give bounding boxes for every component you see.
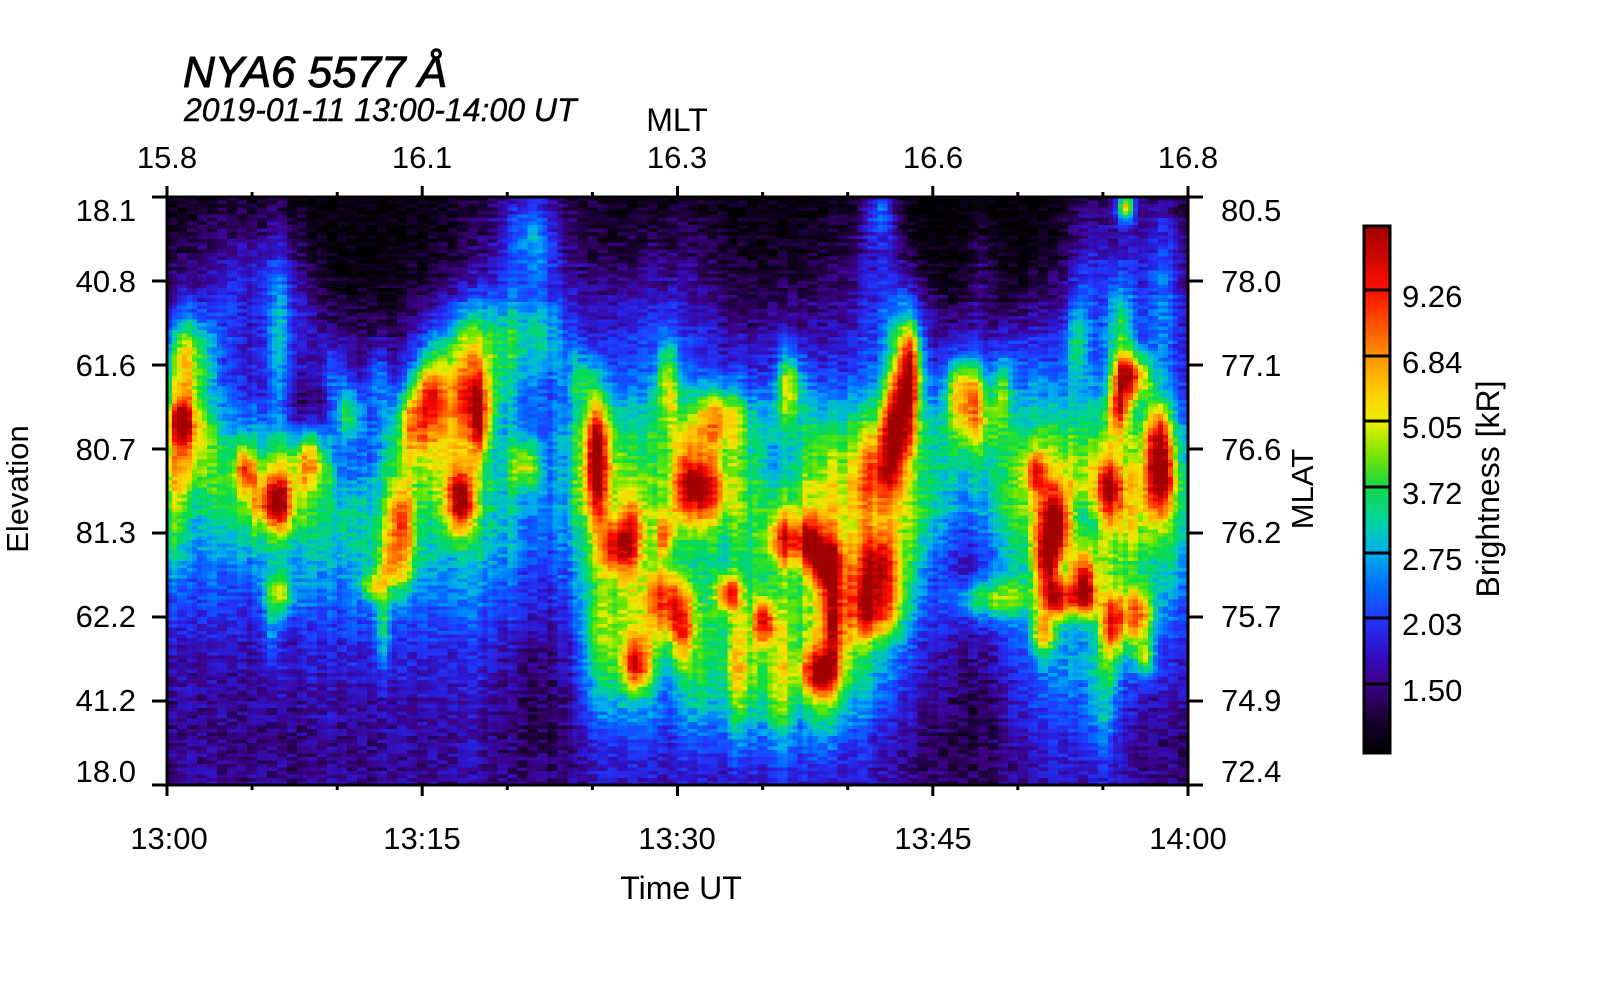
svg-text:5.05: 5.05 <box>1402 410 1462 445</box>
svg-text:18.1: 18.1 <box>76 193 136 228</box>
svg-text:14:00: 14:00 <box>1149 821 1227 856</box>
svg-text:40.8: 40.8 <box>76 264 136 299</box>
svg-text:3.72: 3.72 <box>1402 476 1462 511</box>
svg-text:13:15: 13:15 <box>383 821 461 856</box>
svg-text:Brightness [kR]: Brightness [kR] <box>1470 381 1506 598</box>
svg-text:13:45: 13:45 <box>894 821 972 856</box>
svg-text:15.8: 15.8 <box>137 140 197 175</box>
svg-text:6.84: 6.84 <box>1402 345 1462 380</box>
svg-text:61.6: 61.6 <box>76 348 136 383</box>
svg-text:13:30: 13:30 <box>638 821 716 856</box>
svg-text:77.1: 77.1 <box>1221 348 1281 383</box>
svg-text:76.6: 76.6 <box>1221 432 1281 467</box>
svg-text:81.3: 81.3 <box>76 515 136 550</box>
svg-text:MLT: MLT <box>646 102 708 138</box>
svg-text:2.03: 2.03 <box>1402 607 1462 642</box>
svg-text:80.5: 80.5 <box>1221 193 1281 228</box>
svg-text:Elevation: Elevation <box>0 425 35 553</box>
svg-text:16.3: 16.3 <box>647 140 707 175</box>
svg-text:80.7: 80.7 <box>76 432 136 467</box>
svg-text:75.7: 75.7 <box>1221 599 1281 634</box>
svg-text:72.4: 72.4 <box>1221 754 1281 789</box>
svg-text:76.2: 76.2 <box>1221 515 1281 550</box>
svg-text:9.26: 9.26 <box>1402 279 1462 314</box>
svg-text:16.6: 16.6 <box>903 140 963 175</box>
svg-text:2.75: 2.75 <box>1402 542 1462 577</box>
svg-text:74.9: 74.9 <box>1221 683 1281 718</box>
svg-text:NYA6 5577 Å: NYA6 5577 Å <box>183 48 447 97</box>
svg-text:13:00: 13:00 <box>130 821 208 856</box>
svg-text:62.2: 62.2 <box>76 599 136 634</box>
svg-text:2019-01-11 13:00-14:00 UT: 2019-01-11 13:00-14:00 UT <box>183 92 579 128</box>
svg-text:16.8: 16.8 <box>1158 140 1218 175</box>
svg-text:MLAT: MLAT <box>1285 449 1320 529</box>
svg-text:78.0: 78.0 <box>1221 264 1281 299</box>
svg-text:1.50: 1.50 <box>1402 673 1462 708</box>
svg-text:18.0: 18.0 <box>76 754 136 789</box>
svg-text:Time UT: Time UT <box>620 870 741 906</box>
svg-text:41.2: 41.2 <box>76 683 136 718</box>
svg-text:16.1: 16.1 <box>392 140 452 175</box>
